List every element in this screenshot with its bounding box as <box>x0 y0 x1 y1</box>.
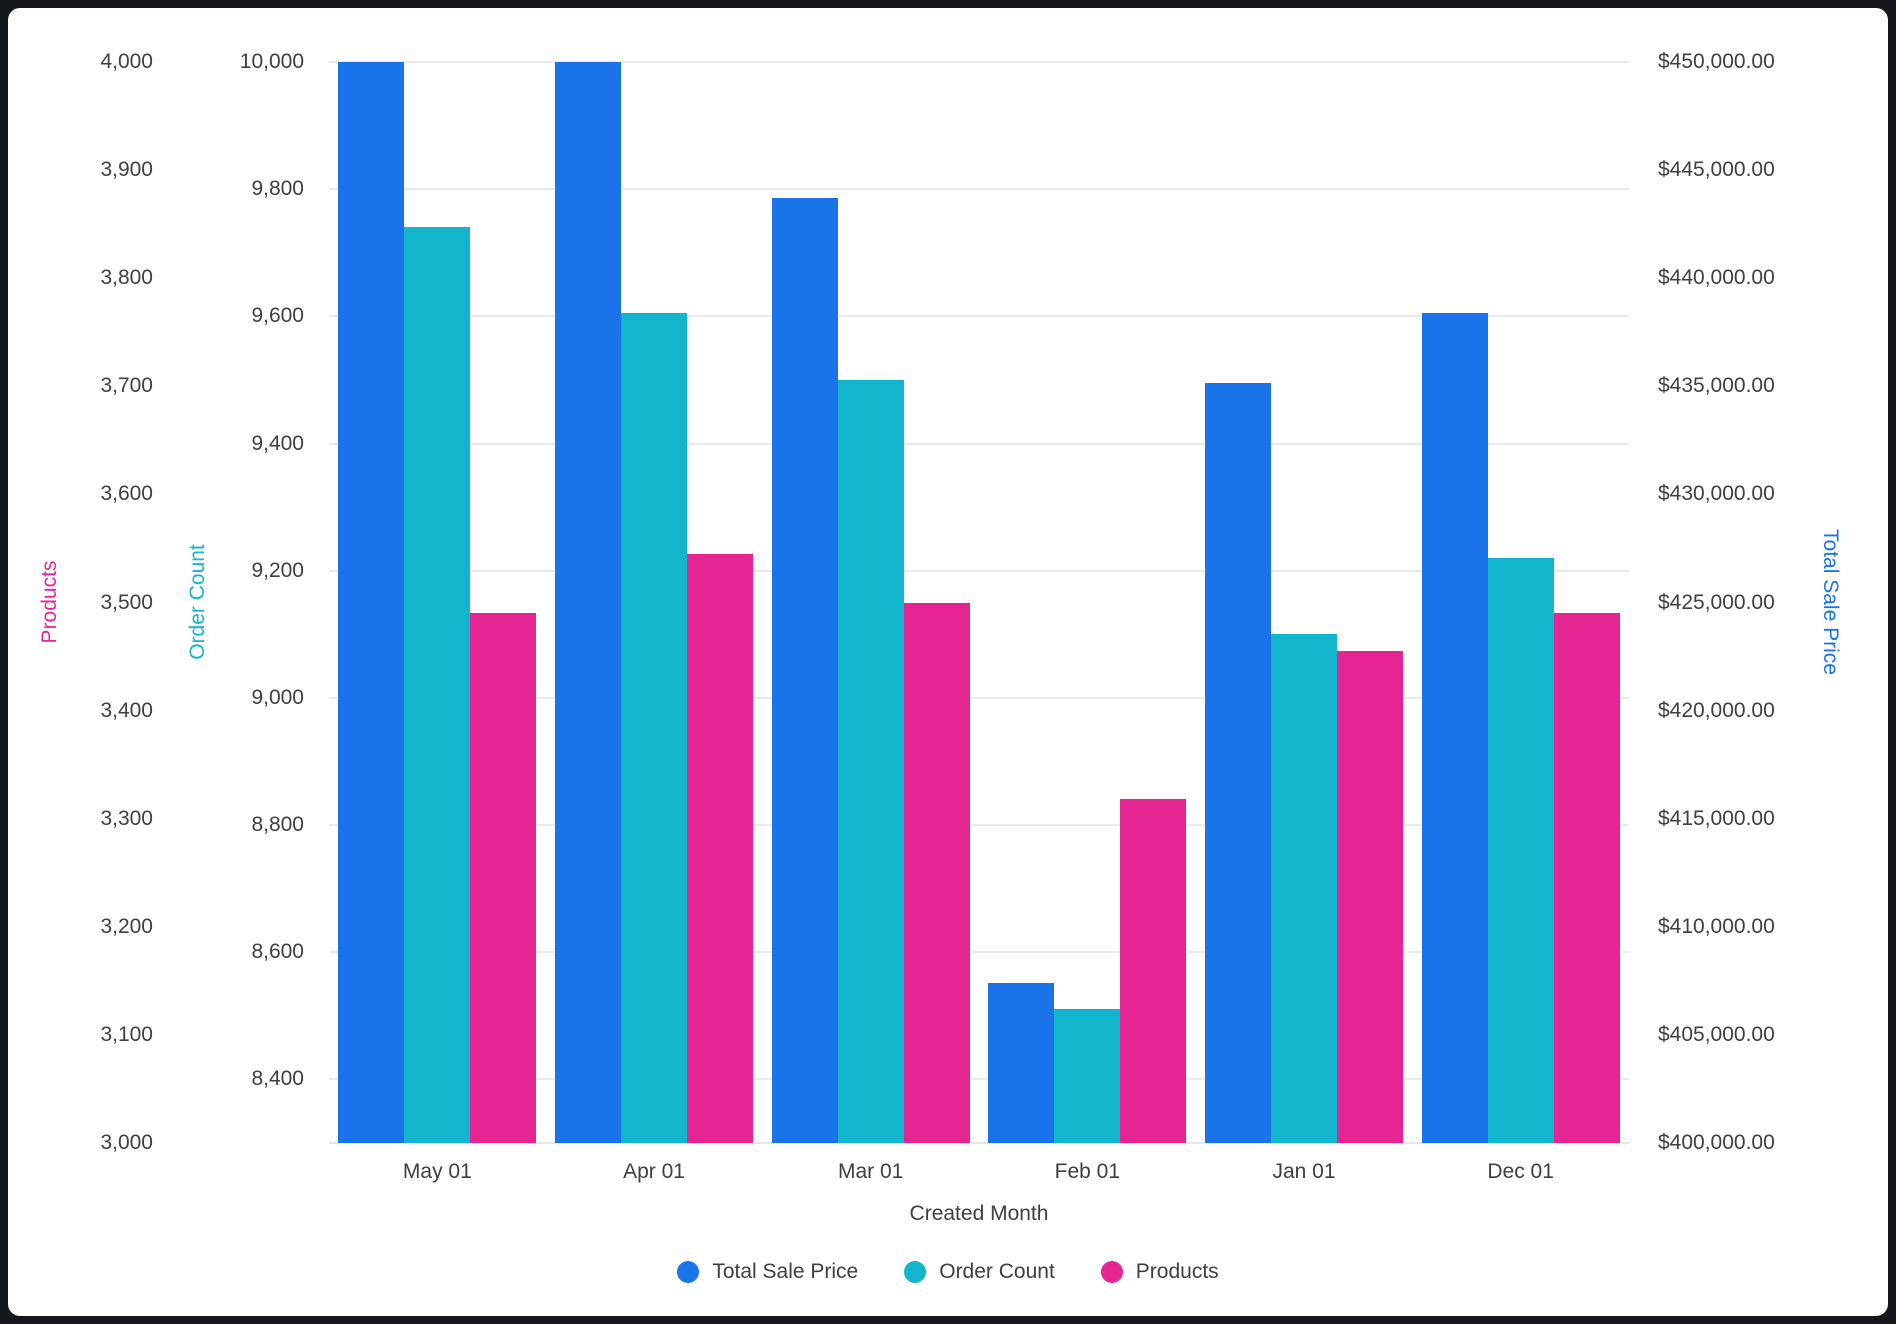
bar-products-mar-01[interactable] <box>903 602 970 1143</box>
y-tick-label: $420,000.00 <box>1658 698 1775 722</box>
bar-products-dec-01[interactable] <box>1553 613 1620 1143</box>
legend-label: Total Sale Price <box>712 1260 859 1283</box>
gridline <box>329 951 1629 954</box>
x-tick-label: Jan 01 <box>1272 1160 1336 1183</box>
y-tick-label: 3,600 <box>100 482 153 506</box>
y-tick-label: 8,400 <box>251 1067 304 1091</box>
y-tick-label: $450,000.00 <box>1658 50 1775 73</box>
bar-orders-jan-01[interactable] <box>1271 634 1337 1143</box>
y-tick-label: 9,400 <box>251 431 304 455</box>
y-tick-label: $415,000.00 <box>1658 806 1775 830</box>
y-axis-title-products: Products <box>38 560 61 644</box>
y-tick-label: $400,000.00 <box>1658 1131 1775 1154</box>
legend: Total Sale Price Order Count Products <box>8 1260 1888 1284</box>
y-tick-label: 3,800 <box>100 266 153 290</box>
legend-item-price[interactable]: Total Sale Price <box>677 1260 858 1284</box>
y-tick-label: $440,000.00 <box>1658 266 1775 290</box>
y-tick-label: 3,500 <box>100 590 153 614</box>
y-tick-label: 3,100 <box>100 1022 153 1046</box>
y-tick-label: $405,000.00 <box>1658 1022 1775 1046</box>
gridline <box>329 569 1629 572</box>
y-tick-label: $430,000.00 <box>1658 482 1775 506</box>
bar-orders-feb-01[interactable] <box>1054 1009 1121 1143</box>
y-tick-label: $435,000.00 <box>1658 374 1775 398</box>
y-tick-label: 10,000 <box>239 50 304 73</box>
y-tick-label: 3,300 <box>100 806 153 830</box>
bar-price-feb-01[interactable] <box>988 983 1055 1143</box>
legend-dot-icon <box>1100 1261 1123 1283</box>
legend-item-products[interactable]: Products <box>1100 1260 1219 1284</box>
gridline <box>329 188 1629 191</box>
bar-orders-apr-01[interactable] <box>621 313 687 1143</box>
y-tick-label: 9,600 <box>251 304 304 328</box>
legend-label: Products <box>1135 1260 1219 1283</box>
bar-price-mar-01[interactable] <box>771 198 838 1143</box>
x-tick-label: Mar 01 <box>837 1160 904 1183</box>
x-tick-label: May 01 <box>402 1160 472 1183</box>
bar-price-apr-01[interactable] <box>555 62 621 1143</box>
bar-price-dec-01[interactable] <box>1421 312 1488 1143</box>
bar-orders-mar-01[interactable] <box>837 379 904 1143</box>
axis-ticks-products: 4,000 3,900 3,800 3,700 3,600 3,500 3,400 3,300… <box>66 50 153 1154</box>
legend-item-orders[interactable]: Order Count <box>904 1260 1055 1284</box>
legend-dot-icon <box>904 1261 927 1283</box>
x-axis-title: Created Month <box>909 1202 1049 1225</box>
y-tick-label: $445,000.00 <box>1658 158 1775 182</box>
y-tick-label: 3,900 <box>100 158 153 182</box>
y-tick-label: 9,800 <box>251 177 304 201</box>
gridline <box>329 315 1629 318</box>
y-tick-label: 4,000 <box>100 50 153 73</box>
y-tick-label: 3,000 <box>100 1131 153 1154</box>
y-tick-label: 8,600 <box>251 940 304 964</box>
gridline <box>329 61 1629 63</box>
bar-price-may-01[interactable] <box>338 62 405 1143</box>
axis-ticks-total-sale-price: $450,000.00 $445,000.00 $440,000.00 $435,00… <box>1658 50 1878 1154</box>
y-tick-label: $425,000.00 <box>1658 590 1775 614</box>
y-tick-label: 8,800 <box>251 813 304 837</box>
bar-products-jan-01[interactable] <box>1337 651 1403 1143</box>
gridline <box>329 1078 1629 1081</box>
x-tick-label: Feb 01 <box>1054 1160 1121 1183</box>
y-tick-label: 9,000 <box>251 685 304 709</box>
plot-area <box>329 61 1629 1144</box>
legend-dot-icon <box>677 1261 700 1283</box>
y-tick-label: 9,200 <box>251 558 304 582</box>
axis-ticks-order-count: 10,000 9,800 9,600 9,400 9,200 9,000 8,800 8,60… <box>158 50 304 1143</box>
gridline <box>329 824 1629 827</box>
x-tick-label: Dec 01 <box>1487 1160 1554 1183</box>
bar-products-apr-01[interactable] <box>687 553 753 1143</box>
y-axis-title-order-count: Order Count <box>186 544 209 660</box>
bar-orders-may-01[interactable] <box>404 227 471 1143</box>
y-tick-label: $410,000.00 <box>1658 914 1775 938</box>
y-tick-label: 3,400 <box>100 698 153 722</box>
y-tick-label: 3,200 <box>100 914 153 938</box>
gridline <box>329 442 1629 445</box>
bar-price-jan-01[interactable] <box>1205 383 1271 1143</box>
x-tick-label: Apr 01 <box>623 1160 685 1183</box>
x-axis-line <box>329 1142 1629 1144</box>
chart-panel: 4,000 3,900 3,800 3,700 3,600 3,500 3,400 3,300… <box>8 8 1888 1316</box>
legend-label: Order Count <box>939 1260 1055 1283</box>
bar-orders-dec-01[interactable] <box>1487 558 1554 1143</box>
gridline <box>329 696 1629 699</box>
y-tick-label: 3,700 <box>100 374 153 398</box>
y-axis-title-total-sale-price: Total Sale Price <box>1819 529 1842 675</box>
bar-products-may-01[interactable] <box>470 613 537 1143</box>
bar-products-feb-01[interactable] <box>1120 799 1187 1143</box>
